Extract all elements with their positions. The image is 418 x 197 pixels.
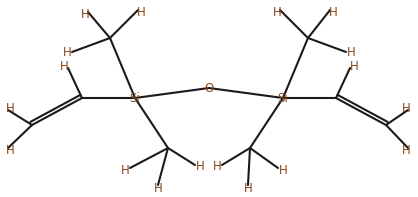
Text: H: H — [244, 182, 252, 195]
Text: O: O — [204, 82, 214, 95]
Text: H: H — [273, 6, 281, 19]
Text: H: H — [213, 161, 222, 174]
Text: H: H — [5, 143, 14, 156]
Text: Si: Si — [278, 91, 288, 104]
Text: H: H — [349, 59, 358, 72]
Text: H: H — [81, 7, 89, 20]
Text: H: H — [402, 143, 410, 156]
Text: H: H — [347, 46, 355, 59]
Text: H: H — [5, 101, 14, 114]
Text: H: H — [121, 164, 130, 177]
Text: H: H — [154, 182, 162, 195]
Text: H: H — [63, 46, 71, 59]
Text: Si: Si — [130, 91, 140, 104]
Text: H: H — [60, 59, 69, 72]
Text: H: H — [279, 164, 288, 177]
Text: H: H — [196, 161, 204, 174]
Text: H: H — [329, 6, 337, 19]
Text: H: H — [137, 6, 145, 19]
Text: H: H — [402, 101, 410, 114]
